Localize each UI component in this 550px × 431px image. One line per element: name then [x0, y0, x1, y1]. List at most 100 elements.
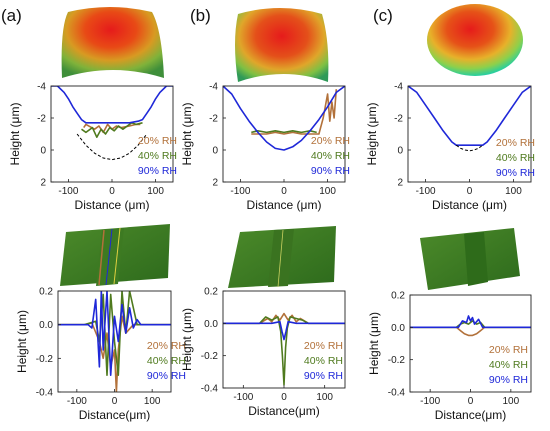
y-tick-label: 2: [397, 178, 403, 189]
chart-b-top: -100 0 100 -4 -2 0 2 Distance (μm) Height (μm) 20…: [180, 82, 350, 213]
legend-20-rh: 20% RH: [138, 135, 177, 147]
legend-40-rh: 40% RH: [496, 152, 535, 164]
y-tick-label: 0.2: [204, 287, 218, 298]
x-tick-label: 0: [467, 186, 473, 197]
x-axis-label: Distance(μm): [79, 408, 151, 422]
panel-label-a: (a): [1, 6, 22, 25]
legend-20-rh: 20% RH: [311, 135, 350, 147]
x-tick-label: 100: [502, 396, 519, 407]
x-tick-label: 100: [316, 392, 333, 403]
surface-image-b: [228, 226, 336, 288]
y-tick-label: -2: [394, 114, 403, 125]
series-reference-dashed: [456, 144, 483, 152]
y-tick-label: -4: [394, 82, 403, 93]
legend-40-rh: 40% RH: [304, 355, 343, 367]
y-tick-label: 0: [397, 146, 403, 157]
y-tick-label: -0.4: [36, 388, 54, 399]
y-tick-label: -0.2: [36, 354, 54, 365]
x-tick-label: 0: [112, 396, 118, 407]
x-tick-label: 0: [468, 396, 474, 407]
y-axis-label: Height (μm): [367, 312, 381, 375]
y-tick-label: -4: [37, 82, 46, 93]
y-tick-label: -0.4: [201, 384, 219, 395]
legend-40-rh: 40% RH: [138, 150, 177, 162]
legend-40-rh: 40% RH: [489, 359, 528, 371]
legend-90-rh: 90% RH: [496, 167, 535, 179]
series-90-rh: [223, 86, 345, 151]
chart-a-bottom: -100 0 100 -0.4 -0.2 0.0 0.2 Distance(μm) Height…: [15, 287, 186, 423]
y-tick-label: -4: [209, 82, 218, 93]
legend-20-rh: 20% RH: [496, 137, 535, 149]
chart-b-bottom: -100 0 100 -0.4 -0.2 0.0 0.2 Distance(μm) Height…: [180, 287, 346, 418]
y-tick-label: 0: [212, 146, 218, 157]
x-tick-label: -100: [420, 396, 440, 407]
series-90-rh: [223, 320, 345, 341]
y-tick-label: 0: [40, 146, 46, 157]
x-tick-label: 0: [281, 392, 287, 403]
x-tick-label: -100: [416, 186, 436, 197]
y-tick-label: 2: [212, 178, 218, 189]
dome-image-a: [61, 7, 164, 78]
legend-20-rh: 20% RH: [304, 340, 343, 352]
y-tick-label: -2: [209, 114, 218, 125]
x-tick-label: -100: [58, 186, 78, 197]
x-tick-label: -100: [230, 186, 250, 197]
series-20-rh: [410, 326, 531, 337]
y-axis-label: Height (μm): [15, 310, 29, 373]
series-40-rh: [223, 316, 345, 386]
y-axis-label: Height (μm): [365, 103, 379, 166]
y-tick-label: 0.0: [204, 319, 218, 330]
x-tick-label: 0: [109, 186, 115, 197]
y-tick-label: -0.2: [388, 355, 406, 366]
y-tick-label: -0.2: [201, 351, 219, 362]
x-tick-label: -100: [233, 392, 253, 403]
x-axis-label: Distance(μm): [248, 404, 320, 418]
series-reference-dashed: [76, 133, 148, 161]
y-tick-label: 0.0: [391, 323, 405, 334]
y-tick-label: 2: [40, 178, 46, 189]
series-90-rh: [58, 291, 171, 377]
legend-40-rh: 40% RH: [311, 150, 350, 162]
y-tick-label: 0.2: [39, 287, 53, 298]
y-tick-label: -0.4: [388, 388, 406, 399]
series-20-rh: [223, 312, 345, 325]
dome-image-c: [427, 4, 523, 76]
surface-image-a: [60, 224, 170, 286]
panel-label-c: (c): [373, 6, 393, 25]
x-tick-label: 0: [281, 186, 287, 197]
series-20-rh: [251, 89, 338, 135]
legend-90-rh: 90% RH: [147, 370, 186, 382]
dome-image-b: [235, 8, 329, 82]
legend-20-rh: 20% RH: [489, 344, 528, 356]
legend-90-rh: 90% RH: [489, 374, 528, 386]
x-axis-label: Distance (μm): [75, 198, 150, 212]
series-40-rh: [251, 130, 317, 134]
x-tick-label: 100: [147, 186, 164, 197]
legend-40-rh: 40% RH: [147, 355, 186, 367]
x-axis-label: Distance (μm): [247, 198, 322, 212]
x-tick-label: 100: [319, 186, 336, 197]
x-axis-label: Distance(μm): [435, 408, 507, 422]
series-20-rh: [58, 315, 171, 392]
y-tick-label: 0.0: [39, 320, 53, 331]
x-tick-label: -100: [67, 396, 87, 407]
series-90-rh: [51, 86, 173, 124]
surface-image-c: [420, 228, 520, 290]
series-90-rh: [408, 86, 531, 146]
series-40-rh: [410, 320, 531, 329]
chart-a-top: -100 0 100 -4 -2 0 2 Distance (μm) Height (μm) 20…: [8, 82, 177, 213]
chart-c-bottom: -100 0 100 -0.4 -0.2 0.0 0.2 Distance(μm) Height…: [367, 291, 532, 422]
y-tick-label: 0.2: [391, 291, 405, 302]
x-tick-label: 100: [144, 396, 161, 407]
legend-90-rh: 90% RH: [304, 370, 343, 382]
y-axis-label: Height (μm): [180, 103, 194, 166]
series-90-rh: [410, 315, 531, 329]
y-axis-label: Height (μm): [180, 308, 194, 371]
x-tick-label: 100: [505, 186, 522, 197]
legend-90-rh: 90% RH: [138, 165, 177, 177]
x-axis-label: Distance (μm): [432, 198, 507, 212]
chart-c-top: -100 0 100 -4 -2 0 2 Distance (μm) Height (μm) 20…: [365, 82, 535, 213]
panel-label-b: (b): [190, 6, 211, 25]
